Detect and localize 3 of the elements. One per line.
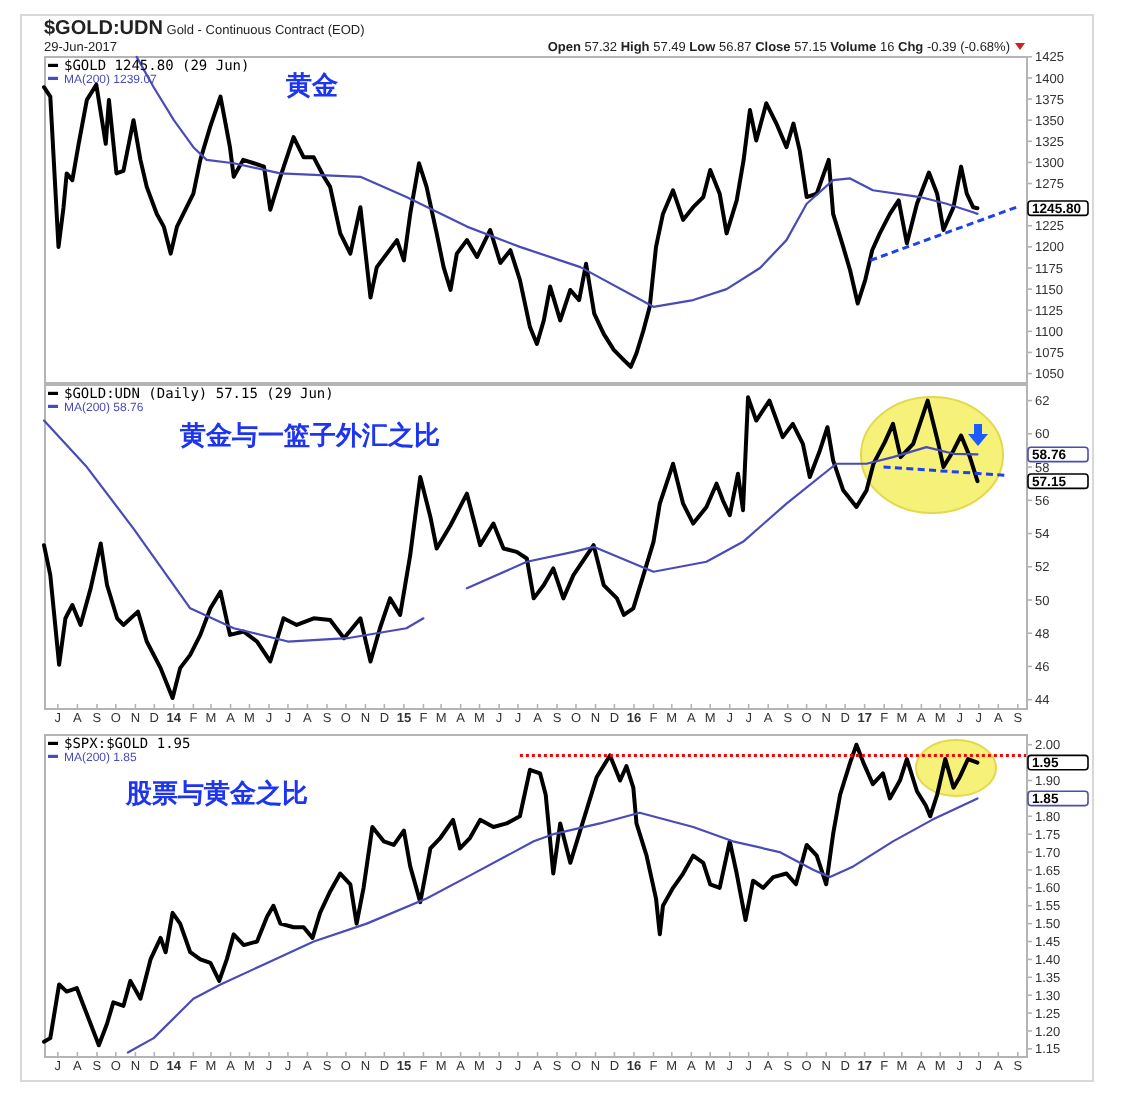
- title: 黄金与一篮子外汇之比: [180, 420, 440, 450]
- title: 黄金: [286, 70, 338, 100]
- title: 股票与黄金之比: [126, 778, 308, 808]
